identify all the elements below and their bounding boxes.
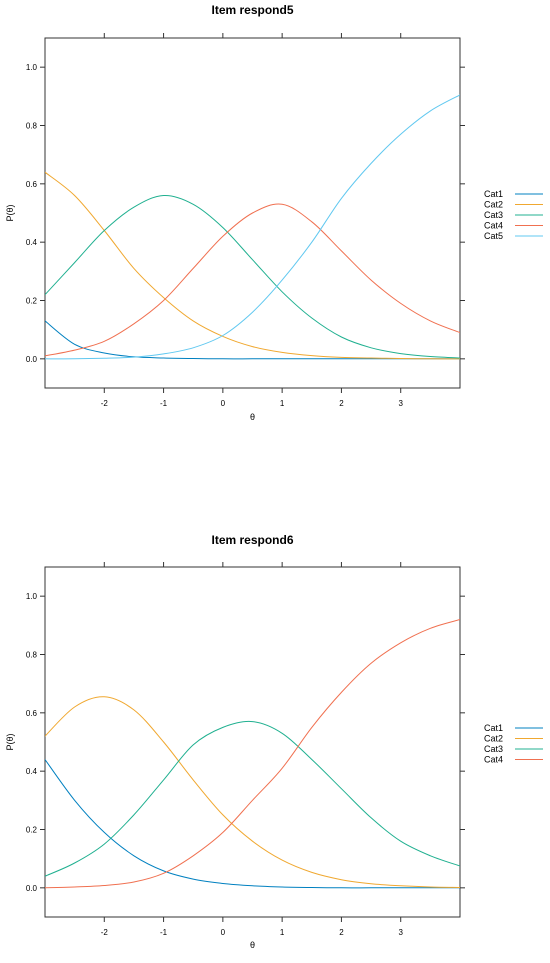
legend-label: Cat1 [484,189,503,199]
y-tick-label: 1.0 [26,63,38,72]
y-tick-label: 0.4 [26,767,38,776]
y-tick-label: 0.8 [26,122,38,131]
x-axis-label: θ [250,940,255,950]
series-line-cat3 [45,720,460,877]
series-group [45,619,460,889]
plot-frame [44,566,461,918]
chart-title: Item respond6 [211,533,293,547]
plot-frame [44,37,461,389]
y-tick-label: 0.2 [26,826,38,835]
series-line-cat2 [45,696,460,888]
x-tick-label: -2 [101,399,109,408]
x-tick-label: -2 [101,928,109,937]
series-group [45,94,460,360]
y-tick-label: 0.6 [26,180,38,189]
legend-label: Cat3 [484,210,503,220]
legend-label: Cat3 [484,744,503,754]
legend-label: Cat2 [484,200,503,210]
x-axis-label: θ [250,412,255,422]
y-tick-label: 0.2 [26,297,38,306]
x-tick-label: 3 [398,399,403,408]
legend-label: Cat5 [484,231,503,241]
chart-title: Item respond5 [211,3,293,17]
x-tick-label: 3 [398,928,403,937]
y-tick-label: 0.0 [26,884,38,893]
x-tick-label: 2 [339,928,344,937]
legend-label: Cat2 [484,734,503,744]
series-line-cat4 [45,619,460,889]
y-tick-label: 0.4 [26,238,38,247]
x-tick-label: 2 [339,399,344,408]
y-tick-label: 0.8 [26,651,38,660]
legend-label: Cat1 [484,723,503,733]
x-tick-label: -1 [160,399,168,408]
y-axis-label: P(θ) [5,733,15,750]
x-tick-label: 1 [280,928,285,937]
x-tick-label: 0 [221,399,226,408]
y-tick-label: 1.0 [26,592,38,601]
legend-label: Cat4 [484,221,503,231]
y-axis-label: P(θ) [5,204,15,221]
x-tick-label: 0 [221,928,226,937]
series-line-cat2 [45,171,460,360]
series-line-cat1 [45,759,460,889]
x-tick-label: -1 [160,928,168,937]
series-line-cat4 [45,203,460,357]
chart-panel-2: Item respond6 -2 -1 0 1 2 3 0.0 0.2 0.4 0.6 0.8 1.0 θ… [5,533,543,950]
x-tick-label: 1 [280,399,285,408]
chart-panel-1: Item respond5 -2 -1 0 1 2 3 0.0 0.2 0.4 0.6 0.8 1.0 θ… [5,3,543,422]
series-line-cat3 [45,194,460,359]
legend-label: Cat4 [484,755,503,765]
y-tick-label: 0.0 [26,355,38,364]
series-line-cat5 [45,94,460,360]
y-tick-label: 0.6 [26,709,38,718]
